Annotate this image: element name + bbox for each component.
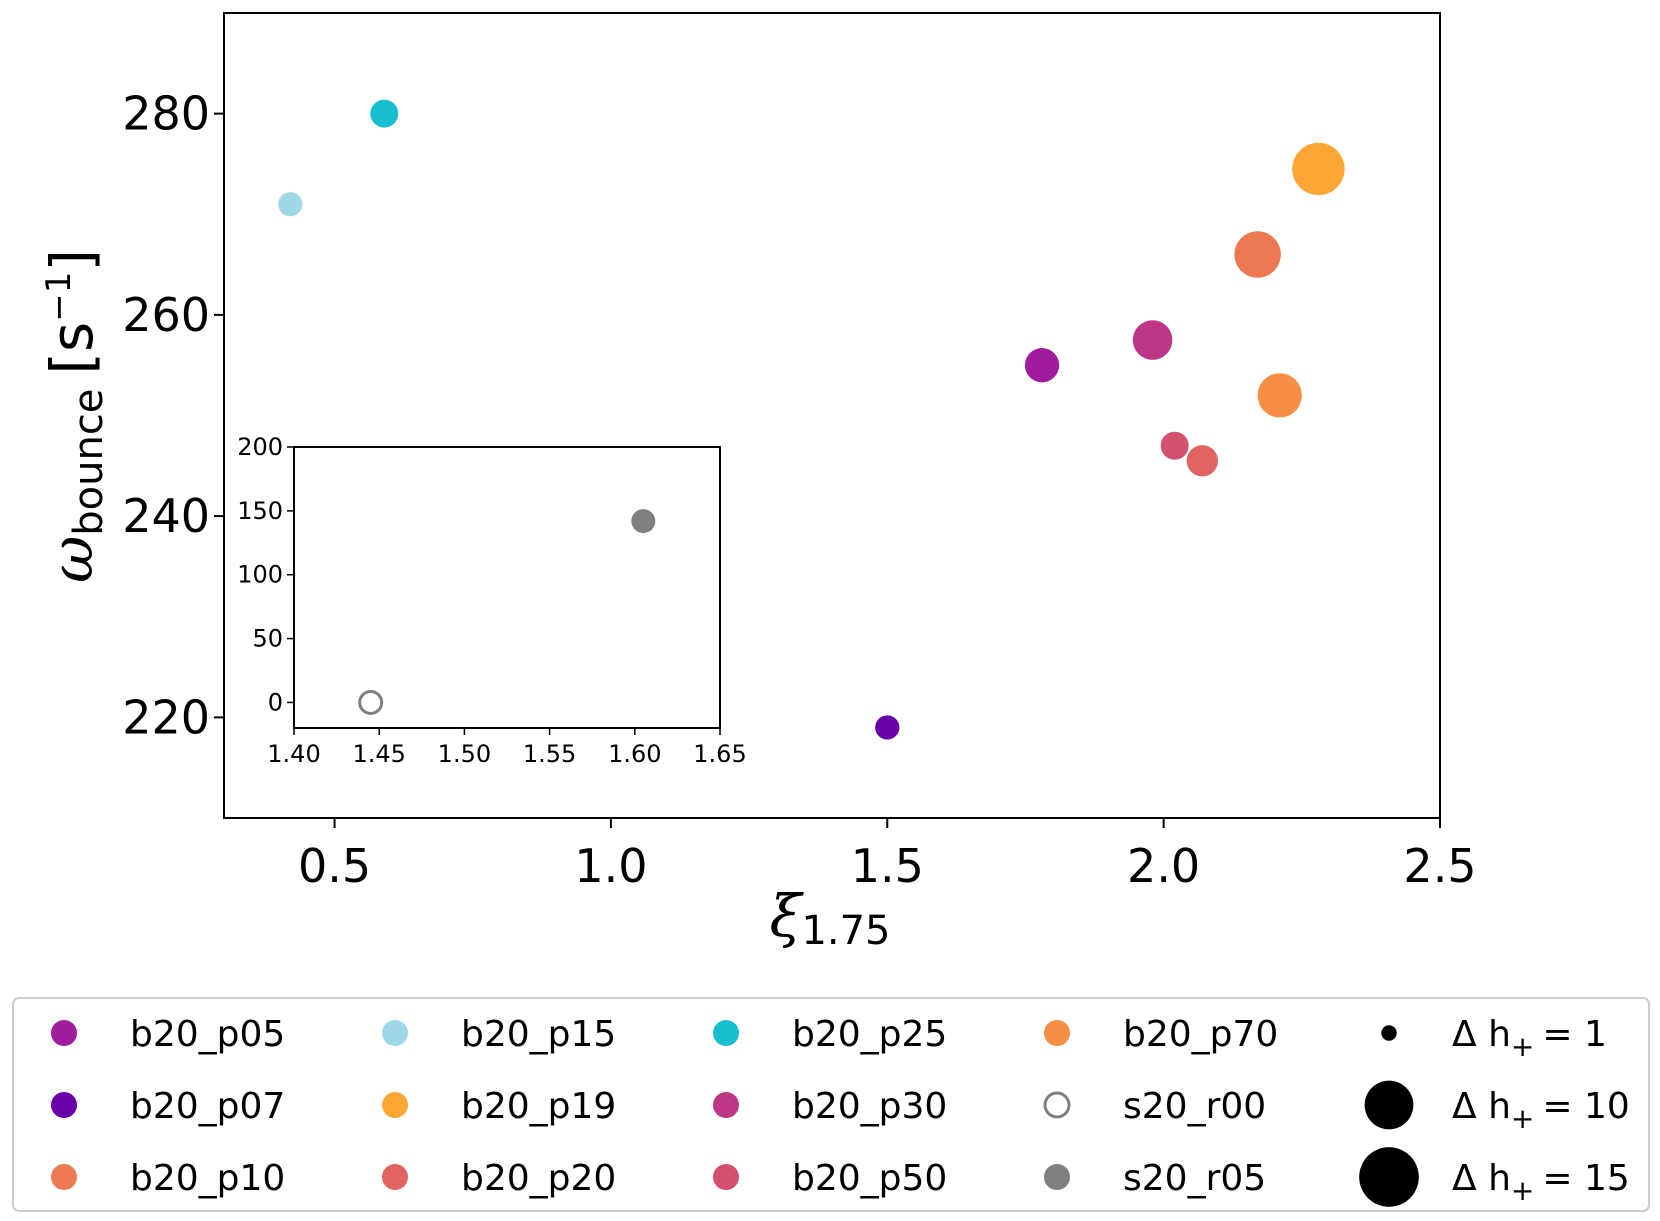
y-tick-label: 260 xyxy=(122,288,210,342)
legend-size-marker-15 xyxy=(1359,1147,1419,1207)
legend-size-marker-1 xyxy=(1381,1025,1397,1041)
inset-y-tick-label: 200 xyxy=(237,433,283,461)
legend-label-b20_p07: b20_p07 xyxy=(130,1086,285,1127)
legend-label-b20_p50: b20_p50 xyxy=(792,1158,947,1199)
inset-x-tick-label: 1.60 xyxy=(608,740,661,768)
inset-x-tick-label: 1.45 xyxy=(352,740,405,768)
legend-marker-b20_p15 xyxy=(382,1020,408,1046)
point-b20_p25 xyxy=(370,99,399,128)
inset-data-points xyxy=(358,509,656,715)
inset-plot-frame xyxy=(293,446,721,729)
legend-marker-s20_r05 xyxy=(1044,1164,1070,1190)
inset-x-axis: 1.40 1.45 1.50 1.55 1.60 1.65 xyxy=(267,728,747,768)
point-b20_p70 xyxy=(1257,373,1302,418)
point-b20_p15 xyxy=(278,192,303,217)
y-axis-label-symbol: ω xyxy=(38,536,106,583)
legend-marker-b20_p70 xyxy=(1044,1020,1070,1046)
legend-label-b20_p20: b20_p20 xyxy=(461,1158,616,1199)
inset-y-tick-label: 50 xyxy=(252,625,283,653)
point-b20_p20 xyxy=(1186,445,1218,477)
x-tick-label: 1.5 xyxy=(851,839,924,893)
legend-label-s20_r00: s20_r00 xyxy=(1123,1086,1266,1127)
legend-marker-b20_p30 xyxy=(713,1092,739,1118)
legend-label-b20_p15: b20_p15 xyxy=(461,1014,616,1055)
legend-label-b20_p05: b20_p05 xyxy=(130,1014,285,1055)
legend-label-b20_p70: b20_p70 xyxy=(1123,1014,1278,1055)
legend-label-b20_p30: b20_p30 xyxy=(792,1086,947,1127)
legend-size-label-10: Δ h+ = 10 xyxy=(1452,1086,1630,1135)
point-b20_p05 xyxy=(1024,348,1060,383)
legend-label-b20_p19: b20_p19 xyxy=(461,1086,616,1127)
point-s20_r00 xyxy=(358,689,384,715)
legend-marker-b20_p19 xyxy=(382,1092,408,1118)
main-plot-frame xyxy=(223,12,1441,819)
x-axis-label-symbol: ξ xyxy=(769,882,804,950)
inset-x-tick-label: 1.50 xyxy=(438,740,491,768)
legend-marker-b20_p07 xyxy=(51,1092,77,1118)
legend-size-label-1: Δ h+ = 1 xyxy=(1452,1014,1607,1063)
main-x-axis: 0.5 1.0 1.5 2.0 2.5 xyxy=(298,818,1477,893)
inset-background xyxy=(294,447,720,728)
legend-marker-s20_r00 xyxy=(1043,1091,1071,1119)
x-tick-label: 1.0 xyxy=(574,839,647,893)
legend-marker-b20_p05 xyxy=(51,1020,77,1046)
point-s20_r05 xyxy=(631,509,656,534)
point-b20_p19 xyxy=(1292,142,1345,196)
legend-label-b20_p10: b20_p10 xyxy=(130,1158,285,1199)
legend-label-s20_r05: s20_r05 xyxy=(1123,1158,1266,1199)
legend-marker-b20_p20 xyxy=(382,1164,408,1190)
inset-x-tick-label: 1.55 xyxy=(523,740,576,768)
y-axis-label-unit: [s xyxy=(38,322,106,375)
point-b20_p07 xyxy=(875,715,900,740)
x-tick-label: 0.5 xyxy=(298,839,371,893)
legend-size-marker-10 xyxy=(1364,1080,1414,1130)
main-data-points xyxy=(278,99,1345,740)
y-axis-label-subscript: bounce xyxy=(66,389,112,536)
x-tick-label: 2.5 xyxy=(1403,839,1476,893)
legend: b20_p05 b20_p07 b20_p10 b20_p15 b20_p19 b20_p… xyxy=(51,1014,1630,1207)
x-axis-label: ξ1.75 xyxy=(769,882,890,954)
legend-marker-b20_p25 xyxy=(713,1020,739,1046)
inset-x-tick-label: 1.40 xyxy=(267,740,320,768)
inset-x-tick-label: 1.65 xyxy=(693,740,746,768)
legend-size-label-15: Δ h+ = 15 xyxy=(1452,1158,1630,1207)
y-tick-label: 240 xyxy=(122,489,210,543)
x-tick-label: 2.0 xyxy=(1127,839,1200,893)
inset-y-tick-label: 0 xyxy=(268,688,283,716)
main-y-axis: 220 240 260 280 xyxy=(122,87,224,744)
legend-label-b20_p25: b20_p25 xyxy=(792,1014,947,1055)
inset-y-axis: 0 50 100 150 200 xyxy=(237,433,294,716)
y-tick-label: 220 xyxy=(122,690,210,744)
y-axis-label-unit-exponent: −1 xyxy=(39,272,79,322)
legend-marker-b20_p10 xyxy=(51,1164,77,1190)
point-b20_p50 xyxy=(1160,431,1189,460)
inset-y-tick-label: 150 xyxy=(237,497,283,525)
x-axis-label-subscript: 1.75 xyxy=(801,908,890,954)
point-b20_p30 xyxy=(1132,320,1173,360)
point-b20_p10 xyxy=(1234,231,1281,278)
y-axis-label-unit-close: ] xyxy=(38,249,106,272)
y-axis-label: ωbounce [s−1] xyxy=(38,249,112,583)
y-tick-label: 280 xyxy=(122,87,210,141)
legend-marker-b20_p50 xyxy=(713,1164,739,1190)
legend-box xyxy=(12,997,1650,1212)
inset-y-tick-label: 100 xyxy=(237,561,283,589)
